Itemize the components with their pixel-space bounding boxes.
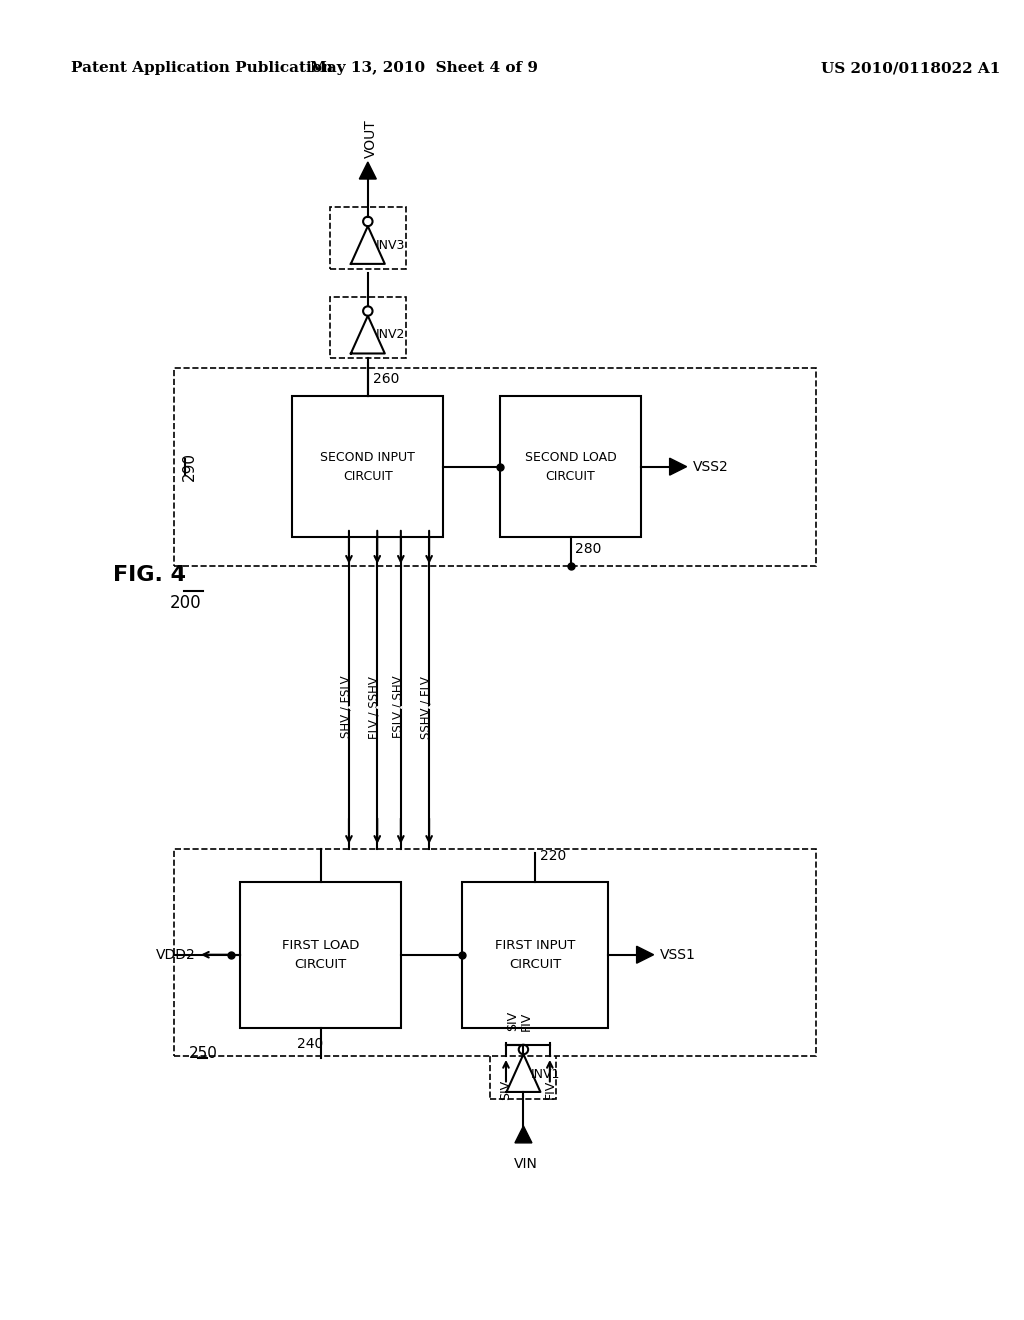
Bar [330, 297, 406, 358]
Text: INV3: INV3 [376, 239, 404, 252]
Text: FIRST LOAD: FIRST LOAD [282, 939, 359, 952]
Bar [174, 368, 816, 566]
Text: US 2010/0118022 A1: US 2010/0118022 A1 [820, 61, 999, 75]
Polygon shape [359, 162, 376, 180]
Text: 220: 220 [540, 849, 566, 863]
Text: 200: 200 [170, 594, 202, 612]
Text: CIRCUIT: CIRCUIT [546, 470, 596, 483]
Bar [330, 207, 406, 268]
Text: FLV / SSHV: FLV / SSHV [368, 676, 381, 739]
Bar [293, 396, 443, 537]
Bar [490, 1041, 556, 1098]
Text: SHV / FSLV: SHV / FSLV [340, 676, 352, 738]
Bar [174, 849, 816, 1056]
Text: INV2: INV2 [376, 329, 404, 341]
Text: 250: 250 [188, 1045, 217, 1061]
Text: 290: 290 [182, 453, 197, 482]
Text: VOUT: VOUT [364, 120, 378, 158]
Text: 240: 240 [297, 1038, 324, 1052]
Text: VSS1: VSS1 [660, 948, 696, 962]
Text: INV1: INV1 [531, 1068, 560, 1081]
Polygon shape [670, 458, 687, 475]
Text: 280: 280 [575, 543, 602, 556]
Text: FSLV / SHV: FSLV / SHV [391, 676, 404, 738]
Polygon shape [637, 946, 653, 964]
Text: SSHV / FLV: SSHV / FLV [420, 676, 433, 739]
Text: FIG. 4: FIG. 4 [114, 565, 186, 585]
Bar [500, 396, 641, 537]
Text: CIRCUIT: CIRCUIT [295, 957, 347, 970]
Text: CIRCUIT: CIRCUIT [343, 470, 392, 483]
Bar [462, 882, 608, 1028]
Polygon shape [515, 1126, 531, 1143]
Text: VIN: VIN [514, 1158, 539, 1171]
Text: VSS2: VSS2 [693, 459, 729, 474]
Text: SIV: SIV [506, 1011, 519, 1031]
Bar [241, 882, 400, 1028]
Text: CIRCUIT: CIRCUIT [509, 957, 561, 970]
Text: SECOND INPUT: SECOND INPUT [321, 450, 416, 463]
Text: 260: 260 [373, 372, 399, 387]
Text: VDD2: VDD2 [156, 948, 196, 962]
Text: FIV: FIV [544, 1080, 556, 1100]
Text: SIV: SIV [500, 1080, 512, 1100]
Text: FIRST INPUT: FIRST INPUT [495, 939, 575, 952]
Text: SECOND LOAD: SECOND LOAD [524, 450, 616, 463]
Text: May 13, 2010  Sheet 4 of 9: May 13, 2010 Sheet 4 of 9 [310, 61, 539, 75]
Text: Patent Application Publication: Patent Application Publication [71, 61, 333, 75]
Text: FIV: FIV [520, 1011, 532, 1031]
